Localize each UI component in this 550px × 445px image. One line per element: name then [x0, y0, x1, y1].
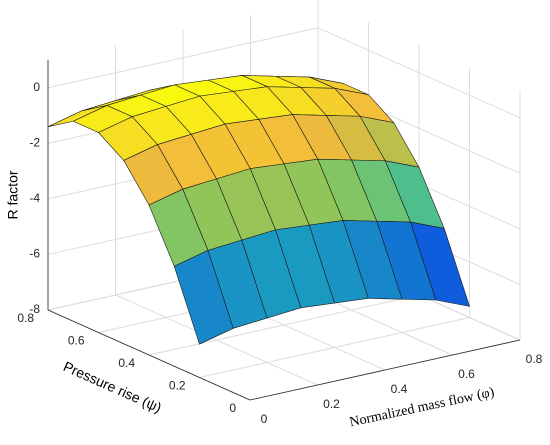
surface-cell [173, 250, 234, 345]
x-tick-label: 0.2 [323, 397, 340, 411]
y-tick-label: 0 [229, 401, 236, 415]
y-axis-label: Pressure rise (ψ) [61, 358, 164, 416]
x-tick-label: 0.8 [526, 352, 543, 366]
y-tick-label: 0.6 [68, 334, 85, 348]
x-tick-label: 0.6 [458, 367, 475, 381]
grid-line [47, 27, 319, 89]
z-tick-label: 0 [33, 80, 40, 94]
z-axis-label: R factor [5, 170, 21, 219]
axis-line [47, 309, 251, 401]
axis-line [249, 339, 521, 401]
grid-line [199, 317, 470, 378]
y-tick-label: 0.2 [169, 379, 186, 393]
y-tick-label: 0.8 [17, 311, 34, 325]
x-axis-label: Normalized mass flow (φ) [348, 385, 496, 430]
grid-line [317, 27, 521, 119]
z-tick-label: -6 [29, 247, 40, 261]
z-tick-label: -8 [29, 302, 40, 316]
z-tick-label: -4 [29, 191, 40, 205]
x-tick-label: 0 [261, 412, 268, 426]
y-tick-label: 0.4 [118, 356, 135, 370]
z-tick-label: -2 [29, 136, 40, 150]
grid-line [148, 294, 420, 356]
x-tick-label: 0.4 [391, 382, 408, 396]
